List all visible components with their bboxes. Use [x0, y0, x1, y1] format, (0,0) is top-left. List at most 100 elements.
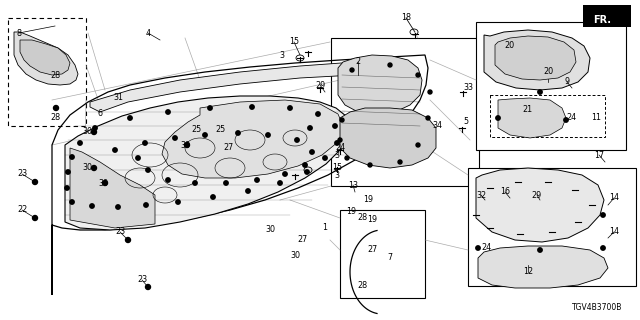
Polygon shape — [495, 36, 576, 80]
Circle shape — [102, 180, 108, 186]
Text: 20: 20 — [504, 41, 514, 50]
Circle shape — [193, 181, 197, 185]
Bar — [476, 22, 626, 150]
Text: 19: 19 — [363, 196, 373, 204]
Text: 24: 24 — [481, 244, 491, 252]
Circle shape — [211, 195, 215, 199]
Text: 9: 9 — [564, 77, 570, 86]
Polygon shape — [338, 55, 422, 115]
Text: 13: 13 — [348, 180, 358, 189]
Text: 30: 30 — [265, 226, 275, 235]
Circle shape — [305, 170, 309, 174]
Text: 1: 1 — [323, 223, 328, 233]
Circle shape — [92, 165, 97, 171]
Circle shape — [333, 124, 337, 128]
Circle shape — [308, 126, 312, 130]
Circle shape — [476, 246, 480, 250]
Circle shape — [66, 170, 70, 174]
Circle shape — [283, 172, 287, 176]
Text: 33: 33 — [463, 84, 473, 92]
Circle shape — [70, 155, 74, 159]
Circle shape — [33, 215, 38, 220]
Text: 5: 5 — [463, 117, 468, 126]
Circle shape — [33, 180, 38, 185]
Circle shape — [116, 205, 120, 209]
Circle shape — [295, 138, 300, 142]
Text: TGV4B3700B: TGV4B3700B — [572, 303, 622, 312]
Polygon shape — [70, 148, 155, 228]
Circle shape — [184, 142, 189, 148]
Text: 18: 18 — [401, 13, 411, 22]
Circle shape — [128, 116, 132, 120]
Circle shape — [323, 156, 327, 160]
Polygon shape — [162, 100, 344, 178]
Text: 34: 34 — [432, 121, 442, 130]
Bar — [583, 5, 631, 27]
Text: 11: 11 — [591, 114, 601, 123]
Circle shape — [125, 237, 131, 243]
Text: 27: 27 — [298, 236, 308, 244]
Bar — [340, 210, 425, 298]
Text: 25: 25 — [191, 125, 201, 134]
Circle shape — [176, 200, 180, 204]
Text: 23: 23 — [17, 170, 27, 179]
Text: 23: 23 — [137, 276, 147, 284]
Circle shape — [601, 213, 605, 217]
Text: 19: 19 — [346, 207, 356, 217]
Text: 30: 30 — [290, 251, 300, 260]
Circle shape — [538, 248, 542, 252]
Circle shape — [266, 133, 270, 137]
Text: 15: 15 — [332, 164, 342, 172]
Text: 23: 23 — [115, 228, 125, 236]
Polygon shape — [90, 60, 410, 112]
Text: 7: 7 — [387, 253, 392, 262]
Text: 27: 27 — [367, 245, 377, 254]
Polygon shape — [478, 246, 608, 288]
Circle shape — [255, 178, 259, 182]
Text: 29: 29 — [315, 81, 325, 90]
Circle shape — [368, 163, 372, 167]
Text: 14: 14 — [609, 228, 619, 236]
Circle shape — [78, 141, 82, 145]
Circle shape — [303, 163, 307, 167]
Text: 24: 24 — [335, 143, 345, 153]
Text: 6: 6 — [97, 108, 102, 117]
Text: 24: 24 — [566, 114, 576, 123]
Text: 28: 28 — [50, 114, 60, 123]
Circle shape — [145, 284, 150, 290]
Circle shape — [54, 106, 58, 110]
Text: 31: 31 — [113, 93, 123, 102]
Circle shape — [143, 141, 147, 145]
Circle shape — [203, 133, 207, 137]
Circle shape — [388, 63, 392, 67]
Circle shape — [428, 90, 432, 94]
Circle shape — [316, 112, 320, 116]
Text: 2: 2 — [355, 58, 360, 67]
Text: 3: 3 — [335, 171, 339, 180]
Text: 32: 32 — [476, 190, 486, 199]
Circle shape — [288, 106, 292, 110]
Circle shape — [416, 73, 420, 77]
Circle shape — [416, 143, 420, 147]
Circle shape — [340, 118, 344, 122]
Circle shape — [278, 181, 282, 185]
Text: 15: 15 — [289, 37, 299, 46]
Circle shape — [166, 178, 170, 182]
Polygon shape — [65, 96, 350, 230]
Circle shape — [136, 156, 140, 160]
Text: FR.: FR. — [593, 15, 611, 25]
Circle shape — [564, 118, 568, 122]
Circle shape — [208, 106, 212, 110]
Text: 8: 8 — [17, 28, 22, 37]
Circle shape — [166, 110, 170, 114]
Polygon shape — [498, 98, 566, 138]
Circle shape — [426, 116, 430, 120]
Text: 17: 17 — [594, 150, 604, 159]
Text: 19: 19 — [367, 215, 377, 225]
Polygon shape — [476, 168, 604, 242]
Circle shape — [92, 130, 97, 134]
Text: 3: 3 — [280, 51, 285, 60]
Circle shape — [65, 186, 69, 190]
Circle shape — [250, 105, 254, 109]
Circle shape — [146, 168, 150, 172]
